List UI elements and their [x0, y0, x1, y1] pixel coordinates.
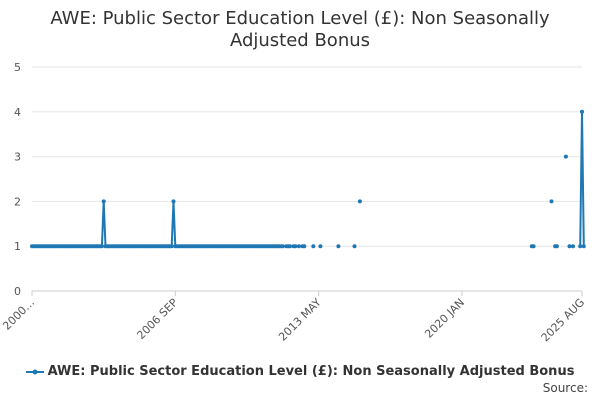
data-point[interactable] — [99, 244, 104, 249]
data-point[interactable] — [563, 154, 568, 159]
data-point[interactable] — [580, 109, 584, 114]
y-tick-labels: 0 1 2 3 4 5 — [14, 61, 21, 298]
legend-swatch — [25, 369, 44, 374]
data-point[interactable] — [280, 244, 285, 249]
series-line — [32, 200, 283, 248]
data-point[interactable] — [169, 244, 174, 249]
data-point[interactable] — [357, 199, 362, 204]
source-label: Source: — [542, 381, 588, 395]
data-point[interactable] — [171, 199, 176, 204]
data-point[interactable] — [302, 244, 307, 249]
x-tick-label: 2025 AUG — [539, 296, 588, 345]
series-line — [579, 110, 585, 247]
data-point[interactable] — [554, 244, 559, 249]
chart-title: AWE: Public Sector Education Level (£): … — [50, 8, 550, 51]
data-point[interactable] — [567, 244, 572, 249]
legend[interactable]: AWE: Public Sector Education Level (£): … — [0, 364, 600, 379]
gridlines — [32, 66, 582, 247]
data-point[interactable] — [352, 244, 357, 249]
legend-label: AWE: Public Sector Education Level (£): … — [47, 364, 575, 379]
y-tick-label: 5 — [14, 61, 21, 74]
data-point[interactable] — [288, 244, 292, 249]
y-tick-label: 1 — [14, 240, 21, 253]
data-point[interactable] — [549, 199, 554, 204]
axes — [31, 290, 583, 296]
y-tick-label: 3 — [14, 151, 21, 164]
data-point[interactable] — [101, 199, 106, 204]
x-tick-label: 2013 MAY — [276, 296, 324, 344]
y-tick-label: 2 — [14, 195, 21, 208]
data-point[interactable] — [578, 244, 583, 249]
x-tick-labels: 2000… 2006 SEP 2013 MAY 2020 JAN 2025 AUG — [0, 296, 587, 345]
x-tick-label: 2006 SEP — [134, 296, 180, 342]
y-tick-label: 4 — [14, 106, 21, 119]
series-layer — [30, 109, 586, 249]
y-tick-label: 0 — [14, 285, 21, 298]
data-point[interactable] — [581, 244, 586, 249]
data-point[interactable] — [296, 244, 301, 249]
data-point[interactable] — [531, 244, 536, 249]
data-point[interactable] — [311, 244, 316, 249]
x-tick-label: 2000… — [0, 296, 37, 333]
data-point[interactable] — [336, 244, 341, 249]
data-point[interactable] — [318, 244, 323, 249]
data-point[interactable] — [293, 244, 298, 249]
x-tick-label: 2020 JAN — [422, 296, 467, 341]
data-point[interactable] — [571, 244, 575, 249]
